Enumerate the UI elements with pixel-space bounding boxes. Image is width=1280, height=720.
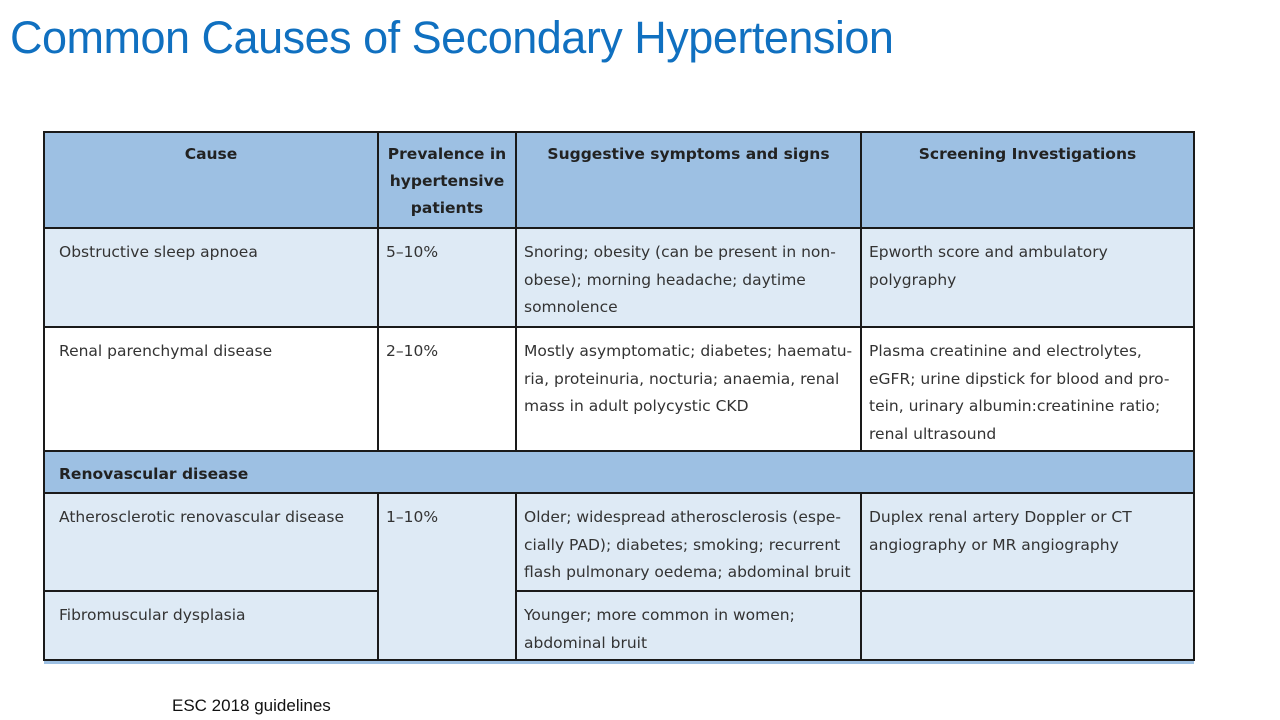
symptoms-cell: Younger; more common in women; abdominal… [515, 590, 862, 661]
text-line: tein, urinary albumin:creatinine ratio; [869, 397, 1161, 415]
text-line: angiography or MR angiography [869, 535, 1119, 554]
table-row: Atherosclerotic renovascular disease 1–1… [43, 492, 1195, 661]
text-line: Duplex renal artery Doppler or CT [869, 508, 1132, 526]
cause-cell: Atherosclerotic renovascular disease [43, 492, 379, 592]
slide-title: Common Causes of Secondary Hypertension [10, 12, 894, 63]
header-symptoms: Suggestive symptoms and signs [515, 131, 862, 229]
header-prevalence-line: hypertensive [389, 172, 505, 190]
header-prevalence-line: Prevalence in [387, 145, 507, 163]
text-line: somnolence [524, 298, 618, 316]
text-line: Younger; more common in women; [524, 606, 795, 624]
header-prevalence-line: patients [410, 199, 484, 217]
text-line: Epworth score and ambulatory [869, 243, 1108, 261]
header-cause: Cause [43, 131, 379, 229]
prevalence-cell: 2–10% [377, 326, 517, 452]
secondary-hypertension-table: Cause Prevalence in hypertensive patient… [43, 131, 1195, 664]
source-footnote: ESC 2018 guidelines [172, 696, 331, 715]
text-line: abdominal bruit [524, 633, 648, 652]
screening-cell: Plasma creatinine and electrolytes, eGFR… [860, 326, 1195, 452]
text-line: renal ultrasound [869, 424, 997, 443]
table-row: Renal parenchymal disease 2–10% Mostly a… [43, 326, 1195, 452]
text-line: polygraphy [869, 270, 957, 289]
text-line: Plasma creatinine and electrolytes, [869, 342, 1142, 360]
symptoms-cell: Older; widespread atherosclerosis (espe-… [515, 492, 862, 592]
cutoff-row [44, 659, 1194, 664]
section-heading: Renovascular disease [43, 450, 1195, 494]
cause-cell: Obstructive sleep apnoea [43, 227, 379, 328]
section-row: Renovascular disease [43, 450, 1195, 494]
text-line: Snoring; obesity (can be present in non- [524, 243, 836, 261]
screening-cell: Epworth score and ambulatory polygraphy [860, 227, 1195, 328]
table-header-row: Cause Prevalence in hypertensive patient… [43, 131, 1195, 229]
symptoms-cell: Mostly asymptomatic; diabetes; haematu- … [515, 326, 862, 452]
text-line: ria, proteinuria, nocturia; anaemia, ren… [524, 369, 840, 388]
cutoff-strip [44, 659, 1194, 664]
screening-cell [860, 590, 1195, 661]
text-line: Older; widespread atherosclerosis (espe- [524, 508, 841, 526]
text-line: obese); morning headache; daytime [524, 270, 806, 289]
prevalence-cell: 5–10% [377, 227, 517, 328]
cause-cell: Fibromuscular dysplasia [43, 590, 379, 661]
text-line: flash pulmonary oedema; abdominal bruit [524, 563, 851, 581]
text-line: cially PAD); diabetes; smoking; recurren… [524, 535, 841, 554]
header-prevalence: Prevalence in hypertensive patients [377, 131, 517, 229]
header-screening: Screening Investigations [860, 131, 1195, 229]
text-line: mass in adult polycystic CKD [524, 397, 749, 415]
prevalence-cell: 1–10% [377, 492, 517, 661]
screening-cell: Duplex renal artery Doppler or CT angiog… [860, 492, 1195, 592]
table-row: Obstructive sleep apnoea 5–10% Snoring; … [43, 227, 1195, 328]
cause-cell: Renal parenchymal disease [43, 326, 379, 452]
table-row: Fibromuscular dysplasia Younger; more co… [43, 590, 1195, 661]
text-line: Mostly asymptomatic; diabetes; haematu- [524, 342, 853, 360]
symptoms-cell: Snoring; obesity (can be present in non-… [515, 227, 862, 328]
text-line: eGFR; urine dipstick for blood and pro- [869, 369, 1170, 388]
